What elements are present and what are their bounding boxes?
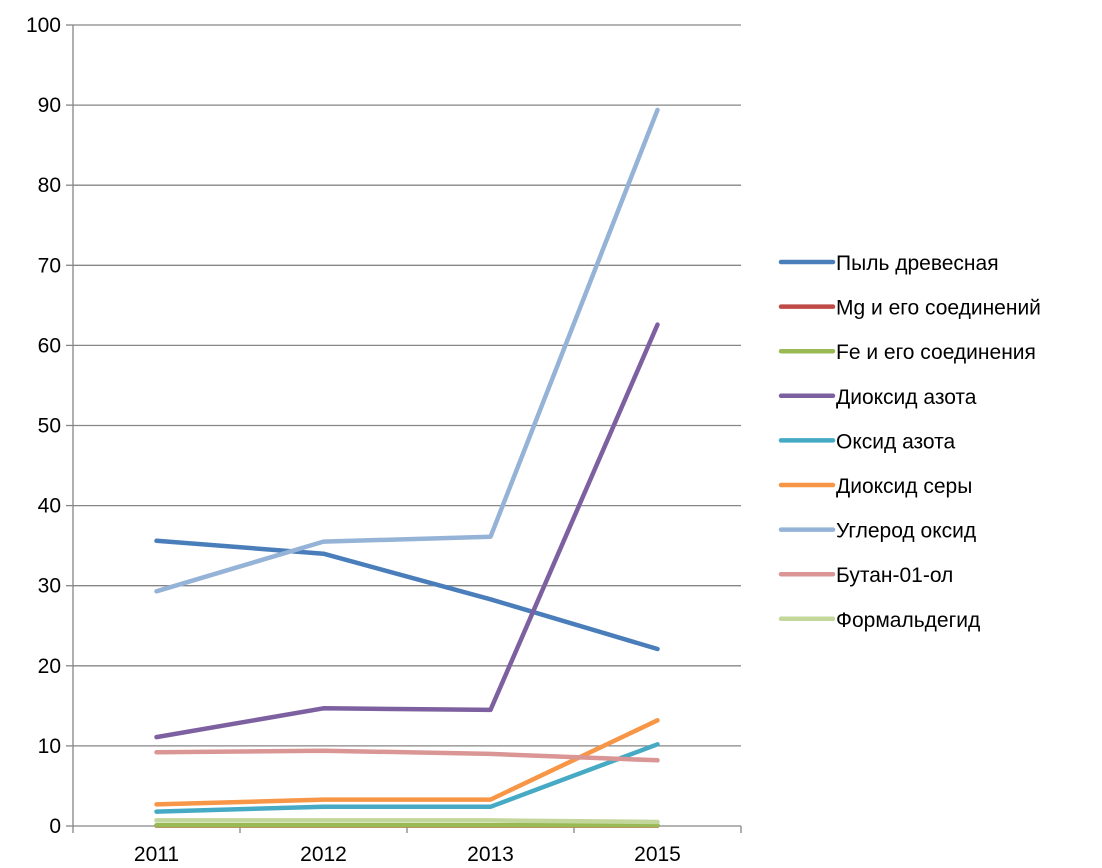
- x-tick-label: 2012: [300, 843, 347, 866]
- y-tick-label: 50: [38, 415, 61, 438]
- y-tick-label: 70: [38, 254, 61, 277]
- y-tick-label: 30: [38, 575, 61, 598]
- series-lines: [154, 107, 660, 828]
- y-tick-label: 60: [38, 334, 61, 357]
- x-tick-label: 2013: [467, 843, 514, 866]
- legend-label: Mg и его соединений: [836, 297, 1041, 320]
- y-tick-label: 40: [38, 495, 61, 518]
- legend-label: Формальдегид: [836, 609, 980, 632]
- y-tick-label: 20: [38, 655, 61, 678]
- y-tick-label: 80: [38, 174, 61, 197]
- legend-label: Оксид азота: [836, 430, 956, 453]
- axes: [66, 24, 742, 833]
- y-tick-label: 0: [49, 815, 61, 838]
- legend-label: Диоксид серы: [836, 475, 972, 498]
- series-line-9: [154, 818, 660, 825]
- series-line-4: [154, 322, 660, 740]
- legend-label: Диоксид азота: [836, 386, 977, 409]
- series-line-5: [154, 742, 660, 814]
- series-line-7: [154, 107, 660, 594]
- legend-label: Бутан-01-ол: [836, 564, 953, 587]
- y-tick-labels: 0 10 20 30 40 50 60 70 80 90 100: [26, 14, 61, 838]
- x-tick-label: 2011: [134, 843, 179, 866]
- legend-label: Углерод оксид: [836, 520, 976, 543]
- x-tick-label: 2015: [634, 843, 681, 866]
- gridlines: [73, 24, 741, 747]
- legend-label: Пыль древесная: [836, 252, 999, 275]
- series-line-8: [154, 748, 660, 763]
- series-line-6: [154, 718, 660, 807]
- series-line-1: [154, 538, 660, 652]
- legend-label: Fe и его соединения: [836, 341, 1036, 364]
- y-tick-label: 100: [26, 14, 61, 37]
- y-tick-label: 90: [38, 94, 61, 117]
- x-tick-labels: 2011 2012 2013 2015: [134, 843, 681, 866]
- legend: Пыль древесная Mg и его соединений Fe и ег…: [778, 252, 1041, 632]
- y-tick-label: 10: [38, 735, 61, 758]
